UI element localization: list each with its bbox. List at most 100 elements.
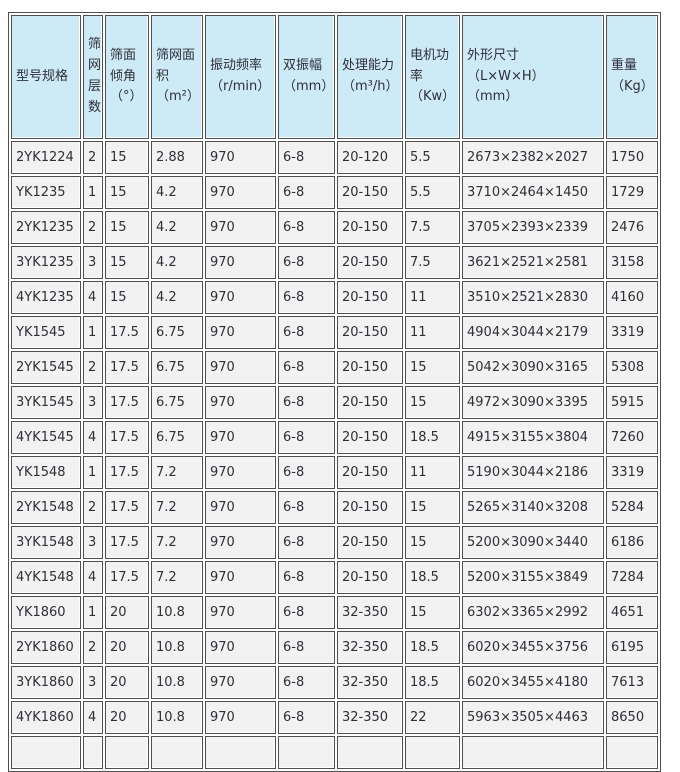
- table-cell: 7284: [606, 561, 658, 594]
- table-cell: 7.5: [405, 246, 460, 279]
- table-row: 2YK1545 2 17.5 6.75 970 6-8 20-150 15 5042×3090×…: [11, 351, 658, 384]
- header-cell-8: 电机功 率 （Kw）: [405, 15, 460, 139]
- table-cell: 7.2: [151, 526, 203, 559]
- table-cell: 3710×2464×1450: [462, 176, 604, 209]
- table-cell: 20-150: [337, 246, 403, 279]
- table-cell: 11: [405, 456, 460, 489]
- table-cell: 1: [83, 316, 103, 349]
- table-cell: 2: [83, 351, 103, 384]
- table-cell: 17.5: [105, 526, 149, 559]
- table-cell: 7613: [606, 666, 658, 699]
- table-cell: 18.5: [405, 421, 460, 454]
- table-cell: 5915: [606, 386, 658, 419]
- table-cell: 15: [105, 281, 149, 314]
- table-cell: 6-8: [278, 526, 335, 559]
- table-cell: [205, 736, 276, 769]
- table-cell: 11: [405, 281, 460, 314]
- table-cell: 4: [83, 561, 103, 594]
- table-cell: 4972×3090×3395: [462, 386, 604, 419]
- table-cell: 970: [205, 596, 276, 629]
- table-cell: 20-150: [337, 351, 403, 384]
- table-cell: 970: [205, 351, 276, 384]
- table-cell: 5190×3044×2186: [462, 456, 604, 489]
- table-cell: YK1548: [11, 456, 81, 489]
- table-cell: 3YK1548: [11, 526, 81, 559]
- table-cell: 2: [83, 491, 103, 524]
- table-cell: 3: [83, 386, 103, 419]
- table-row: 2YK1860 2 20 10.8 970 6-8 32-350 18.5 6020×3455×…: [11, 631, 658, 664]
- table-cell: [278, 736, 335, 769]
- table-cell: 970: [205, 526, 276, 559]
- table-cell: 20-150: [337, 281, 403, 314]
- table-cell: 5265×3140×3208: [462, 491, 604, 524]
- table-cell: 6-8: [278, 141, 335, 174]
- table-cell: 3319: [606, 316, 658, 349]
- table-cell: 6.75: [151, 351, 203, 384]
- table-cell: 2673×2382×2027: [462, 141, 604, 174]
- table-cell: 20-150: [337, 526, 403, 559]
- table-cell: 32-350: [337, 596, 403, 629]
- table-cell: 17.5: [105, 456, 149, 489]
- table-cell: 32-350: [337, 631, 403, 664]
- table-cell: 4YK1548: [11, 561, 81, 594]
- table-cell: 5200×3155×3849: [462, 561, 604, 594]
- header-cell-1: 型号规格: [11, 15, 81, 139]
- table-row: 4YK1235 4 15 4.2 970 6-8 20-150 11 3510×2521×283…: [11, 281, 658, 314]
- table-cell: 970: [205, 316, 276, 349]
- table-cell: 20: [105, 701, 149, 734]
- table-cell: 20-150: [337, 491, 403, 524]
- table-cell: 4160: [606, 281, 658, 314]
- table-cell: 970: [205, 631, 276, 664]
- table-cell: 20: [105, 666, 149, 699]
- table-row: 3YK1545 3 17.5 6.75 970 6-8 20-150 15 4972×3090×…: [11, 386, 658, 419]
- table-cell: 6-8: [278, 666, 335, 699]
- table-cell: 2.88: [151, 141, 203, 174]
- table-cell: 5284: [606, 491, 658, 524]
- header-row: 型号规格筛 网 层 数筛面 倾角 （°） 筛网面 积 （m²） 振动频率 （r/mi…: [11, 15, 658, 139]
- table-cell: [337, 736, 403, 769]
- table-row: 3YK1235 3 15 4.2 970 6-8 20-150 7.5 3621×2521×25…: [11, 246, 658, 279]
- table-cell: 32-350: [337, 701, 403, 734]
- table-cell: YK1235: [11, 176, 81, 209]
- table-cell: 6.75: [151, 316, 203, 349]
- table-cell: 4.2: [151, 211, 203, 244]
- table-cell: 2476: [606, 211, 658, 244]
- table-cell: 970: [205, 246, 276, 279]
- table-cell: 10.8: [151, 701, 203, 734]
- table-row: 2YK1548 2 17.5 7.2 970 6-8 20-150 15 5265×3140×3…: [11, 491, 658, 524]
- table-cell: 2YK1548: [11, 491, 81, 524]
- table-cell: 6186: [606, 526, 658, 559]
- table-cell: 20-150: [337, 561, 403, 594]
- table-cell: 18.5: [405, 561, 460, 594]
- table-cell: 4.2: [151, 246, 203, 279]
- table-cell: 8650: [606, 701, 658, 734]
- table-cell: 5308: [606, 351, 658, 384]
- table-cell: 3: [83, 666, 103, 699]
- table-cell: 7.2: [151, 456, 203, 489]
- table-cell: 6-8: [278, 491, 335, 524]
- table-cell: 6-8: [278, 246, 335, 279]
- table-cell: 4.2: [151, 176, 203, 209]
- table-cell: [151, 736, 203, 769]
- table-cell: 4: [83, 701, 103, 734]
- table-cell: [11, 736, 81, 769]
- table-cell: 18.5: [405, 666, 460, 699]
- table-cell: 15: [405, 351, 460, 384]
- table-cell: 7.5: [405, 211, 460, 244]
- table-cell: 7.2: [151, 561, 203, 594]
- table-cell: 1: [83, 176, 103, 209]
- table-cell: 3: [83, 526, 103, 559]
- table-cell: [462, 736, 604, 769]
- table-cell: 2YK1224: [11, 141, 81, 174]
- table-cell: 20-150: [337, 176, 403, 209]
- table-cell: 970: [205, 176, 276, 209]
- table-cell: 5042×3090×3165: [462, 351, 604, 384]
- table-cell: 1750: [606, 141, 658, 174]
- partial-table-row: [11, 736, 658, 769]
- header-cell-5: 振动频率 （r/min）: [205, 15, 276, 139]
- table-cell: 15: [405, 596, 460, 629]
- table-cell: 3705×2393×2339: [462, 211, 604, 244]
- table-cell: 6-8: [278, 421, 335, 454]
- table-cell: 22: [405, 701, 460, 734]
- table-cell: 5963×3505×4463: [462, 701, 604, 734]
